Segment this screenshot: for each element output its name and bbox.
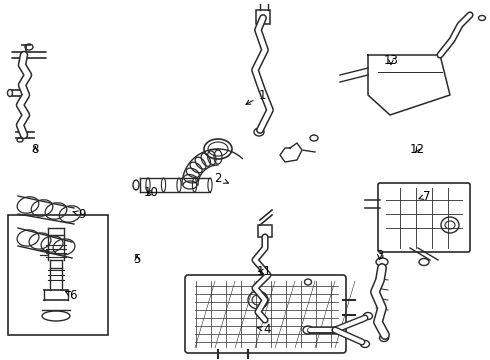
Text: 10: 10 [144,186,158,199]
Polygon shape [280,143,302,162]
Text: 4: 4 [258,323,271,336]
Bar [8,215,108,335]
Polygon shape [368,55,450,115]
Text: 11: 11 [257,265,272,278]
Text: 7: 7 [419,190,430,203]
Text: 2: 2 [214,172,228,185]
Text: 12: 12 [410,143,425,156]
Text: 13: 13 [384,54,398,67]
Text: 6: 6 [66,289,76,302]
Text: 3: 3 [376,249,384,262]
Text: 8: 8 [31,143,39,156]
Text: 5: 5 [133,253,141,266]
Bar [256,10,270,24]
Text: 1: 1 [246,89,266,104]
Bar [258,225,272,237]
Text: 9: 9 [73,208,86,221]
